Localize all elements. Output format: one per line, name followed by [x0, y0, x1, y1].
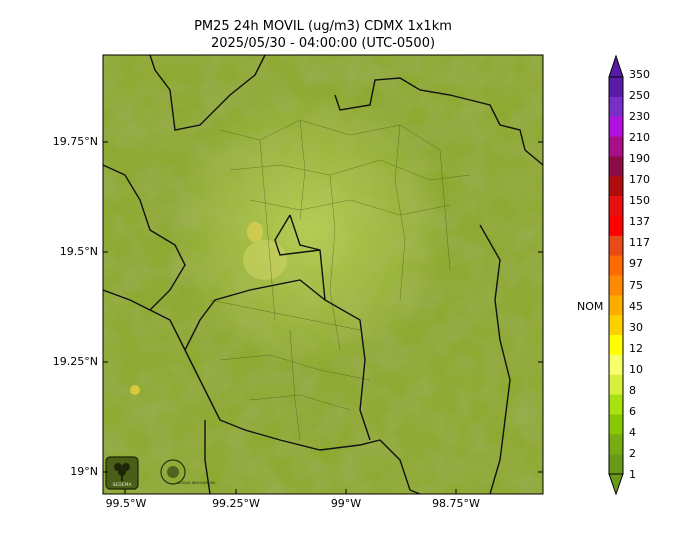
gobierno-cdmx-logo: [160, 459, 186, 485]
colorbar-segment: [609, 255, 623, 276]
colorbar-min-arrow: [608, 473, 624, 496]
lon-tick-label: 99°W: [330, 497, 362, 510]
sedema-logo: [105, 456, 139, 490]
map-title: PM25 24h MOVIL (ug/m3) CDMX 1x1km: [194, 19, 452, 34]
colorbar-segment: [609, 354, 623, 376]
state-boundaries: [103, 55, 543, 494]
municipal-boundaries: [209, 119, 471, 441]
colorbar-segment: [609, 295, 623, 316]
colorbar-tick-label: 350: [629, 68, 650, 81]
colorbar-segment: [609, 394, 623, 415]
colorbar: [608, 54, 624, 496]
colorbar-segment: [609, 77, 623, 98]
lat-tick-label: 19°N: [70, 465, 98, 478]
pm-hotspot: [247, 222, 263, 242]
colorbar-tick-label: 8: [629, 383, 636, 397]
colorbar-segment: [609, 275, 623, 296]
colorbar-segment: [609, 176, 623, 197]
colorbar-tick-label: 190: [629, 152, 650, 166]
lat-tick-label: 19.5°N: [59, 245, 98, 258]
colorbar-tick-label: 4: [629, 425, 636, 439]
colorbar-segment: [609, 156, 623, 177]
colorbar-segment: [609, 96, 623, 117]
colorbar-segment: [609, 434, 623, 455]
colorbar-tick-label: 97: [629, 257, 643, 271]
map-area[interactable]: [103, 55, 543, 494]
colorbar-tick-label: 210: [629, 131, 650, 145]
colorbar-tick-label: 137: [629, 215, 650, 229]
urban-area: [170, 90, 450, 370]
pm-hotspot: [130, 385, 140, 395]
colorbar-tick-label: 75: [629, 278, 643, 292]
colorbar-segment: [609, 454, 623, 475]
pm-hotspot: [243, 240, 287, 280]
colorbar-tick-label: 170: [629, 173, 650, 187]
colorbar-segment: [609, 414, 623, 435]
lon-tick-label: 98.75°W: [432, 497, 480, 510]
colorbar-max-arrow: [608, 54, 624, 78]
colorbar-segment: [609, 335, 623, 356]
colorbar-segment: [609, 235, 623, 256]
colorbar-tick-label: 12: [629, 341, 643, 355]
colorbar-tick-label: 230: [629, 110, 650, 124]
lon-tick-label: 99.25°W: [212, 497, 260, 510]
colorbar-frame: [608, 76, 624, 475]
colorbar-tick-label: 250: [629, 89, 650, 103]
colorbar-tick-label: 1: [629, 467, 636, 481]
colorbar-tick-label: 30: [629, 320, 643, 334]
colorbar-tick-label: 6: [629, 404, 636, 418]
colorbar-tick-label: 45: [629, 299, 643, 313]
sedema-logo-text: SEDEMA: [113, 482, 133, 488]
colorbar-tick-label: 10: [629, 362, 643, 376]
lat-tick-label: 19.25°N: [52, 355, 98, 368]
cdmx-logo-text: CIUDAD INNOVADORA: [177, 481, 216, 485]
map-frame: [102, 54, 544, 495]
axis-ticks: [103, 141, 543, 494]
nom-label: NOM: [577, 300, 604, 313]
colorbar-segment: [609, 215, 623, 237]
lon-tick-label: 99.5°W: [105, 497, 147, 510]
colorbar-segment: [609, 116, 623, 137]
gobierno-cdmx-logo-icon: [160, 459, 186, 485]
colorbar-tick-label: 2: [629, 446, 636, 460]
colorbar-tick-label: 117: [629, 236, 650, 250]
colorbar-segment: [609, 374, 623, 395]
colorbar-tick-label: 150: [629, 194, 650, 208]
lat-tick-label: 19.75°N: [52, 135, 98, 148]
map-subtitle: 2025/05/30 - 04:00:00 (UTC-0500): [210, 36, 436, 51]
colorbar-segment: [609, 196, 623, 217]
colorbar-segment: [609, 136, 623, 157]
colorbar-segment: [609, 315, 623, 336]
